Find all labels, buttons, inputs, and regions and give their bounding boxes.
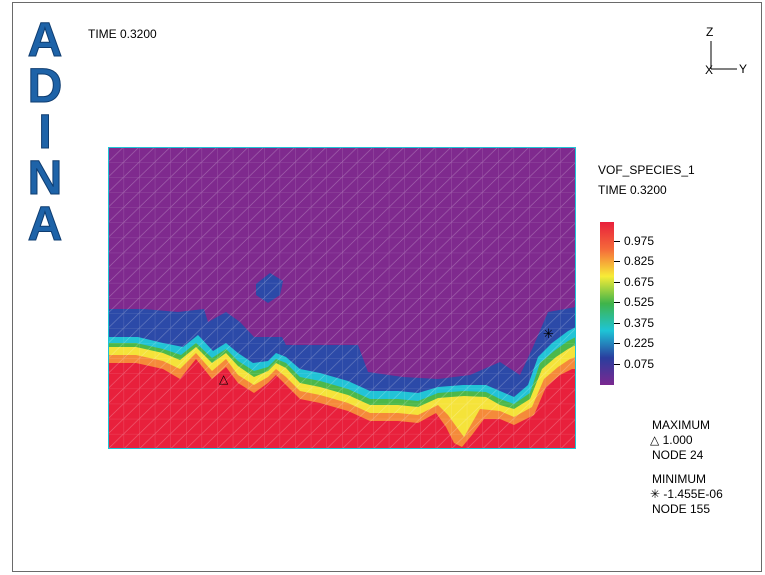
maximum-triangle-icon: △	[650, 433, 660, 447]
axis-x-label: X	[705, 63, 713, 77]
logo-letter-a: A	[27, 14, 63, 67]
axis-triad: Z Y X	[705, 25, 747, 77]
maximum-value-row: △ 1.000	[650, 433, 693, 447]
legend-tick-label: 0.825	[624, 254, 655, 268]
axis-y-label: Y	[739, 62, 747, 76]
minimum-node: NODE 155	[652, 502, 711, 516]
minimum-value-row: ✳ -1.455E-06	[650, 487, 723, 501]
logo-letter-n: N	[27, 152, 63, 205]
legend-time: TIME 0.3200	[598, 183, 667, 197]
adina-logo: A D I N A	[20, 14, 70, 249]
vof-contour-plot: △ ✳	[108, 147, 576, 449]
minimum-value: -1.455E-06	[663, 487, 723, 501]
legend-variable: VOF_SPECIES_1	[598, 163, 695, 177]
legend-tick-label: 0.525	[624, 295, 655, 309]
min-node-marker: ✳	[543, 327, 554, 342]
time-label: TIME 0.3200	[88, 27, 157, 41]
legend-tick-label: 0.375	[624, 316, 655, 330]
legend-tick-label: 0.075	[624, 357, 655, 371]
logo-letter-i: I	[38, 106, 52, 159]
legend-tick-label: 0.675	[624, 275, 655, 289]
axis-z-label: Z	[706, 25, 713, 39]
mesh-overlay	[108, 147, 576, 449]
max-node-marker: △	[219, 372, 229, 386]
logo-letter-d: D	[27, 60, 63, 113]
maximum-label: MAXIMUM	[652, 418, 710, 432]
maximum-value: 1.000	[662, 433, 693, 447]
plot-border	[108, 147, 576, 449]
maximum-node: NODE 24	[652, 448, 704, 462]
legend-tick-label: 0.975	[624, 234, 655, 248]
minimum-label: MINIMUM	[652, 472, 706, 486]
legend-tick-label: 0.225	[624, 336, 655, 350]
color-scale-bar	[600, 222, 614, 385]
minimum-asterisk-icon: ✳	[650, 487, 661, 501]
logo-letter-a2: A	[27, 198, 63, 251]
